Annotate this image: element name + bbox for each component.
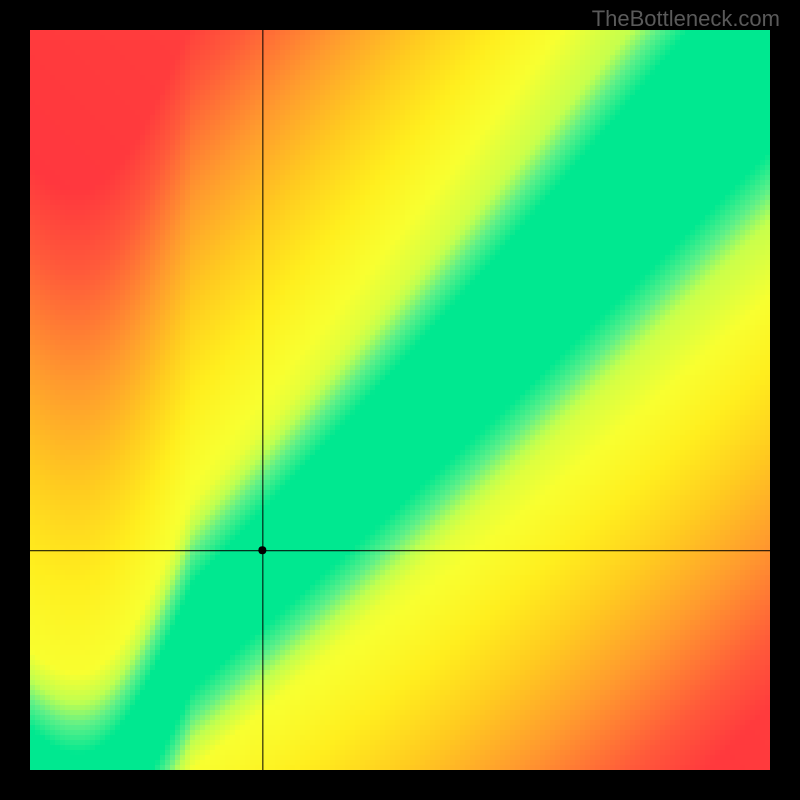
heatmap-canvas	[30, 30, 770, 770]
chart-container: TheBottleneck.com	[0, 0, 800, 800]
watermark-text: TheBottleneck.com	[592, 6, 780, 32]
